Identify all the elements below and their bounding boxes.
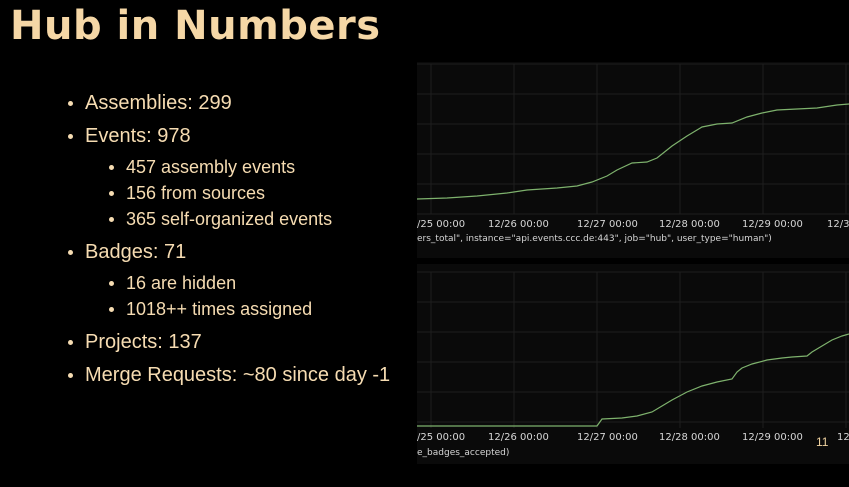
series-legend: ers_total", instance="api.events.ccc.de:…	[417, 234, 772, 244]
x-tick-label: 12/26 00:00	[488, 219, 549, 230]
badges-series-line	[417, 333, 849, 427]
users-chart	[417, 63, 849, 215]
x-tick-label: 12/29 00:00	[742, 432, 803, 443]
x-tick-label: 12/29 00:00	[742, 219, 803, 230]
badges-chart-panel: /25 00:00 12/26 00:00 12/27 00:00 12/28 …	[417, 264, 849, 464]
bullet-list: Assemblies: 299 Events: 978 457 assembly…	[66, 88, 411, 393]
sub-bullet-self-organized: 365 self-organized events	[107, 206, 411, 232]
slide-number: 11	[816, 435, 829, 449]
bullet-badges: Badges: 71	[66, 237, 411, 267]
grid-lines	[417, 63, 849, 215]
x-tick-label: /25 00:00	[417, 432, 466, 443]
x-tick-label: /25 00:00	[417, 219, 466, 230]
x-tick-label: 12/27 00:00	[577, 432, 638, 443]
x-tick-label: 12/26 00:00	[488, 432, 549, 443]
slide-title: Hub in Numbers	[10, 3, 381, 49]
sub-bullet-assembly-events: 457 assembly events	[107, 154, 411, 180]
bullet-projects: Projects: 137	[66, 327, 411, 357]
sub-bullet-times-assigned: 1018++ times assigned	[107, 296, 411, 322]
events-sublist: 457 assembly events 156 from sources 365…	[66, 154, 411, 232]
badges-sublist: 16 are hidden 1018++ times assigned	[66, 270, 411, 322]
sub-bullet-from-sources: 156 from sources	[107, 180, 411, 206]
users-chart-panel: /25 00:00 12/26 00:00 12/27 00:00 12/28 …	[417, 62, 849, 258]
badges-chart	[417, 271, 849, 428]
x-tick-label: 12/	[837, 432, 849, 443]
series-legend: e_badges_accepted)	[417, 448, 510, 458]
bullet-merge-requests: Merge Requests: ~80 since day -1	[66, 360, 411, 390]
bullet-assemblies: Assemblies: 299	[66, 88, 411, 118]
x-tick-label: 12/3	[827, 219, 849, 230]
users-series-line	[417, 103, 849, 200]
x-tick-label: 12/27 00:00	[577, 219, 638, 230]
x-tick-label: 12/28 00:00	[659, 432, 720, 443]
sub-bullet-hidden: 16 are hidden	[107, 270, 411, 296]
bullet-events: Events: 978	[66, 121, 411, 151]
grid-lines	[417, 271, 849, 428]
x-tick-label: 12/28 00:00	[659, 219, 720, 230]
